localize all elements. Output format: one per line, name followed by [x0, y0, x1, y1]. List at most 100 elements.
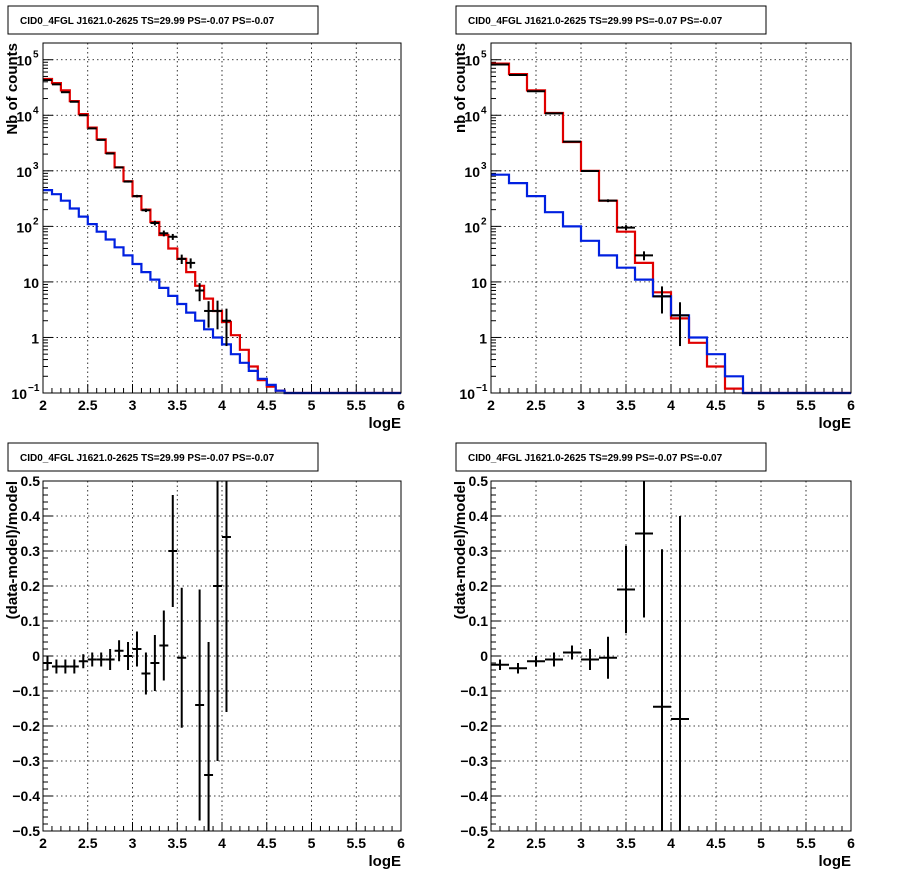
title-box [455, 442, 767, 472]
x-tick-label: 4 [667, 397, 675, 413]
y-tick-label: −0.3 [12, 753, 40, 769]
x-tick-label: 2 [487, 835, 495, 851]
x-tick-label: 6 [397, 835, 405, 851]
y-tick-label: 10 [464, 53, 480, 69]
plot-frame [490, 42, 852, 394]
x-tick-label: 4.5 [257, 397, 277, 413]
y-tick-label: 0.1 [21, 613, 41, 629]
x-tick-label: 2.5 [526, 835, 546, 851]
y-tick-exponent: 3 [481, 161, 487, 172]
x-tick-label: 3.5 [168, 397, 188, 413]
y-tick-label: −0.2 [460, 718, 488, 734]
chart-title: CID0_4FGL J1621.0-2625 TS=29.99 PS=-0.07… [20, 453, 275, 464]
plot-frame [42, 42, 402, 394]
x-tick-label: 5.5 [347, 835, 367, 851]
y-tick-exponent: −1 [28, 383, 40, 394]
y-tick-exponent: 5 [481, 50, 487, 61]
x-tick-label: 5.5 [796, 835, 816, 851]
x-tick-label: 2.5 [78, 397, 98, 413]
x-tick-label: 5 [308, 397, 316, 413]
x-tick-label: 5 [757, 835, 765, 851]
y-tick-label: 10 [459, 386, 475, 402]
y-tick-exponent: 4 [33, 105, 39, 116]
x-axis-label: logE [819, 415, 852, 432]
y-tick-label: −0.5 [460, 823, 488, 839]
x-tick-label: 4 [218, 397, 226, 413]
title-box [7, 442, 319, 472]
y-tick-label: 0.2 [469, 578, 489, 594]
y-tick-label: 0.4 [469, 508, 489, 524]
y-tick-exponent: 5 [33, 50, 39, 61]
y-tick-label: 10 [464, 164, 480, 180]
y-tick-label: 10 [464, 108, 480, 124]
y-tick-label: −0.1 [460, 683, 488, 699]
x-tick-label: 4.5 [257, 835, 277, 851]
x-tick-label: 4 [667, 835, 675, 851]
x-tick-label: 6 [397, 397, 405, 413]
y-tick-label: 1 [479, 330, 487, 346]
y-tick-label: 0.5 [21, 473, 41, 489]
chart-title: CID0_4FGL J1621.0-2625 TS=29.99 PS=-0.07… [20, 16, 275, 27]
x-axis-label: logE [369, 853, 402, 870]
panel-residuals-left: CID0_4FGL J1621.0-2625 TS=29.99 PS=-0.07… [4, 442, 405, 870]
x-axis-label: logE [369, 415, 402, 432]
x-tick-label: 5 [308, 835, 316, 851]
y-tick-label: −0.4 [12, 788, 40, 804]
y-axis-label: nb of counts [452, 43, 469, 133]
x-tick-label: 2 [487, 397, 495, 413]
y-tick-exponent: −1 [476, 383, 488, 394]
y-tick-label: −0.2 [12, 718, 40, 734]
x-tick-label: 5.5 [347, 397, 367, 413]
title-box [455, 5, 767, 35]
plot-frame [42, 480, 402, 832]
panel-counts-left: CID0_4FGL J1621.0-2625 TS=29.99 PS=-0.07… [4, 5, 405, 432]
x-tick-label: 2.5 [526, 397, 546, 413]
x-tick-label: 3 [577, 835, 585, 851]
y-tick-label: 0.5 [469, 473, 489, 489]
y-tick-label: 0.2 [21, 578, 41, 594]
y-tick-label: 10 [471, 275, 487, 291]
y-tick-label: 1 [31, 330, 39, 346]
x-tick-label: 2 [39, 397, 47, 413]
y-tick-label: 0 [480, 648, 488, 664]
y-tick-label: 10 [16, 219, 32, 235]
x-tick-label: 5.5 [796, 397, 816, 413]
x-tick-label: 4.5 [706, 835, 726, 851]
y-tick-label: 10 [11, 386, 27, 402]
x-tick-label: 6 [847, 835, 855, 851]
title-box [7, 5, 319, 35]
x-tick-label: 6 [847, 397, 855, 413]
y-tick-label: 10 [16, 53, 32, 69]
x-tick-label: 3.5 [616, 397, 636, 413]
y-tick-exponent: 2 [33, 216, 39, 227]
plot-frame [490, 480, 852, 832]
x-tick-label: 3.5 [168, 835, 188, 851]
panel-counts-right: CID0_4FGL J1621.0-2625 TS=29.99 PS=-0.07… [452, 5, 855, 432]
y-tick-label: 10 [23, 275, 39, 291]
y-axis-label: (data-model)/model [452, 481, 469, 619]
panel-residuals-right: CID0_4FGL J1621.0-2625 TS=29.99 PS=-0.07… [452, 442, 855, 870]
x-axis-label: logE [819, 853, 852, 870]
y-tick-exponent: 2 [481, 216, 487, 227]
y-tick-label: 0 [32, 648, 40, 664]
x-tick-label: 2.5 [78, 835, 98, 851]
y-tick-label: 0.4 [21, 508, 41, 524]
y-tick-exponent: 4 [481, 105, 487, 116]
y-tick-label: −0.3 [460, 753, 488, 769]
x-tick-label: 4 [218, 835, 226, 851]
chart-title: CID0_4FGL J1621.0-2625 TS=29.99 PS=-0.07… [468, 16, 723, 27]
y-tick-label: −0.1 [12, 683, 40, 699]
x-tick-label: 4.5 [706, 397, 726, 413]
y-tick-label: 0.3 [469, 543, 489, 559]
y-tick-label: 0.3 [21, 543, 41, 559]
y-tick-label: −0.4 [460, 788, 488, 804]
x-tick-label: 5 [757, 397, 765, 413]
y-tick-label: −0.5 [12, 823, 40, 839]
x-tick-label: 3 [129, 835, 137, 851]
y-tick-label: 10 [16, 164, 32, 180]
y-tick-label: 0.1 [469, 613, 489, 629]
x-tick-label: 3 [129, 397, 137, 413]
y-tick-label: 10 [16, 108, 32, 124]
